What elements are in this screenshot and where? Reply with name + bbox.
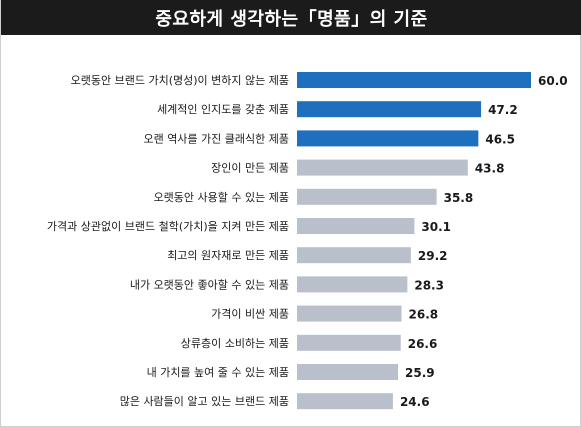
bar xyxy=(297,334,401,351)
bar xyxy=(297,130,479,147)
bar xyxy=(297,159,468,176)
bar xyxy=(297,364,399,380)
value-label: 29.2 xyxy=(418,249,448,263)
bar xyxy=(297,247,411,264)
category-label: 세계적인 인지도를 갖춘 제품 xyxy=(157,103,289,116)
category-label: 최고의 원자재로 만든 제품 xyxy=(167,249,289,262)
category-label: 오랫동안 브랜드 가치(명성)이 변하지 않는 제품 xyxy=(71,73,289,87)
category-label: 상류층이 소비하는 제품 xyxy=(181,336,289,350)
value-label: 43.8 xyxy=(475,162,505,176)
bar xyxy=(297,218,415,234)
value-label: 30.1 xyxy=(421,220,451,234)
value-label: 26.8 xyxy=(409,308,439,322)
value-label: 26.6 xyxy=(408,337,438,351)
category-label: 내 가치를 높여 줄 수 있는 제품 xyxy=(147,366,289,379)
bar xyxy=(297,101,482,118)
value-label: 35.8 xyxy=(444,191,474,205)
category-label: 가격과 상관없이 브랜드 철학(가치)을 지켜 만든 제품 xyxy=(47,220,289,233)
category-label: 오랫동안 사용할 수 있는 제품 xyxy=(154,191,289,204)
category-label: 장인이 만든 제품 xyxy=(211,162,289,175)
bar xyxy=(297,72,531,88)
value-label: 28.3 xyxy=(414,278,444,292)
bar xyxy=(297,276,408,293)
category-label: 오랜 역사를 가진 클래식한 제품 xyxy=(143,132,289,145)
bar xyxy=(297,305,402,322)
category-label: 가격이 비싼 제품 xyxy=(211,308,289,321)
chart-title: 중요하게 생각하는「명품」의 기준 xyxy=(155,8,428,30)
category-label: 내가 오랫동안 좋아할 수 있는 제품 xyxy=(130,278,289,291)
bar xyxy=(297,188,437,205)
value-label: 24.6 xyxy=(400,395,430,409)
value-label: 47.2 xyxy=(488,103,518,117)
title-bar: 중요하게 생각하는「명품」의 기준 xyxy=(1,0,581,35)
bar xyxy=(297,393,393,410)
value-label: 25.9 xyxy=(405,366,435,380)
category-label: 많은 사람들이 알고 있는 브랜드 제품 xyxy=(120,394,289,408)
value-label: 60.0 xyxy=(538,74,568,88)
value-label: 46.5 xyxy=(485,132,515,146)
